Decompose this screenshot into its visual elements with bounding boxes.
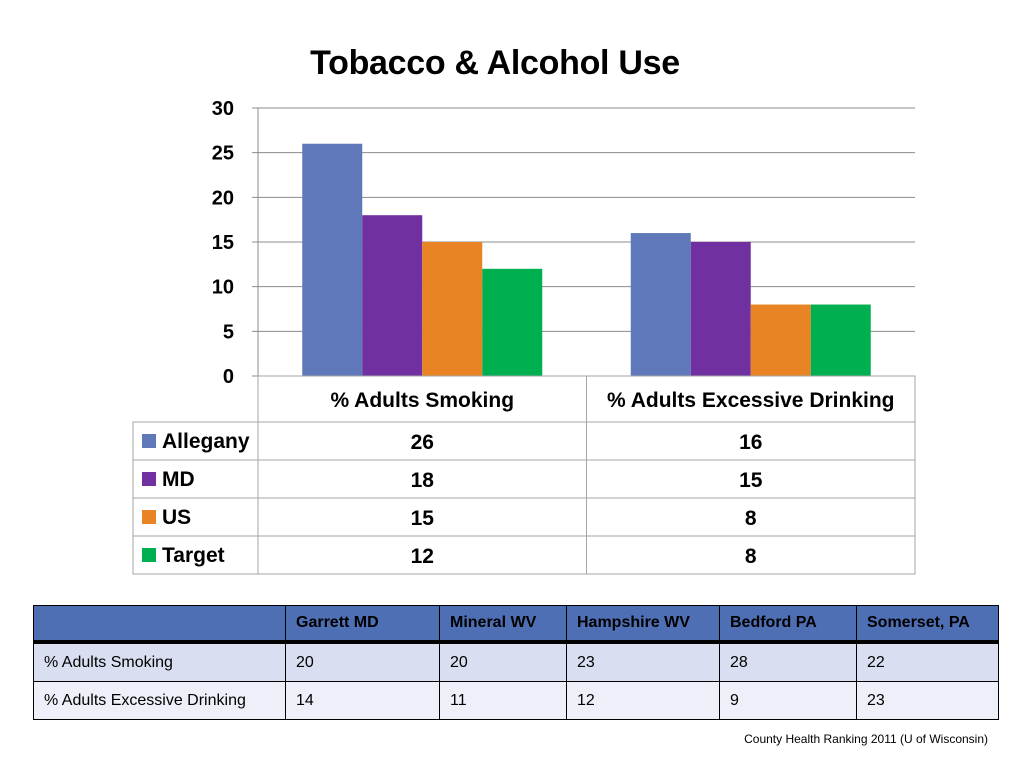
y-tick-label: 15 xyxy=(212,232,234,254)
county-comparison-table: Garrett MD Mineral WV Hampshire WV Bedfo… xyxy=(33,605,999,720)
table-header-cell: Bedford PA xyxy=(719,605,857,644)
table-cell: 23 xyxy=(566,641,720,682)
data-label: 18 xyxy=(411,469,435,492)
table-cell: 20 xyxy=(439,641,567,682)
table-header-row: Garrett MD Mineral WV Hampshire WV Bedfo… xyxy=(33,605,999,644)
table-cell: 9 xyxy=(719,681,857,720)
table-row: % Adults Smoking 20 20 23 28 22 xyxy=(33,641,999,682)
bar xyxy=(422,242,483,376)
table-header-cell: Somerset, PA xyxy=(856,605,999,644)
bar xyxy=(482,268,543,376)
legend-swatch xyxy=(142,510,156,524)
legend-label: Allegany xyxy=(162,430,250,453)
data-label: 12 xyxy=(411,545,434,568)
bar xyxy=(362,215,423,376)
y-tick-label: 30 xyxy=(212,98,234,120)
y-tick-label: 5 xyxy=(223,321,234,343)
legend-label: MD xyxy=(162,468,195,491)
data-label: 8 xyxy=(745,545,757,568)
table-header-cell xyxy=(33,605,286,644)
bar xyxy=(750,304,811,376)
table-header-cell: Garrett MD xyxy=(285,605,440,644)
category-label: % Adults Smoking xyxy=(330,389,514,412)
bar xyxy=(810,304,871,376)
legend-swatch xyxy=(142,548,156,562)
category-label: % Adults Excessive Drinking xyxy=(607,389,895,412)
bar xyxy=(630,233,691,376)
chart-title: Tobacco & Alcohol Use xyxy=(310,44,680,82)
table-cell: 28 xyxy=(719,641,857,682)
table-cell: % Adults Smoking xyxy=(33,641,286,682)
table-cell: 22 xyxy=(856,641,999,682)
data-label: 8 xyxy=(745,507,757,530)
bar xyxy=(690,242,751,376)
legend-label: Target xyxy=(162,544,225,567)
table-header-cell: Hampshire WV xyxy=(566,605,720,644)
table-cell: 12 xyxy=(566,681,720,720)
table-cell: 14 xyxy=(285,681,440,720)
source-citation: County Health Ranking 2011 (U of Wiscons… xyxy=(744,732,988,746)
table-row: % Adults Excessive Drinking 14 11 12 9 2… xyxy=(33,681,999,720)
y-tick-label: 0 xyxy=(223,366,234,388)
data-label: 15 xyxy=(411,507,435,530)
table-cell: % Adults Excessive Drinking xyxy=(33,681,286,720)
bar-chart: 0 5 10 15 20 25 30 % Adults Smoking % Adults Exc… xyxy=(132,98,916,575)
y-tick-label: 20 xyxy=(212,187,234,209)
table-cell: 23 xyxy=(856,681,999,720)
legend-label: US xyxy=(162,506,191,529)
data-label: 15 xyxy=(739,469,763,492)
legend-swatch xyxy=(142,434,156,448)
table-header-cell: Mineral WV xyxy=(439,605,567,644)
y-tick-label: 25 xyxy=(212,143,234,165)
data-label: 16 xyxy=(739,431,762,454)
y-tick-label: 10 xyxy=(212,277,234,299)
table-cell: 11 xyxy=(439,681,567,720)
data-label: 26 xyxy=(411,431,434,454)
bar xyxy=(302,143,363,376)
legend-swatch xyxy=(142,472,156,486)
table-cell: 20 xyxy=(285,641,440,682)
